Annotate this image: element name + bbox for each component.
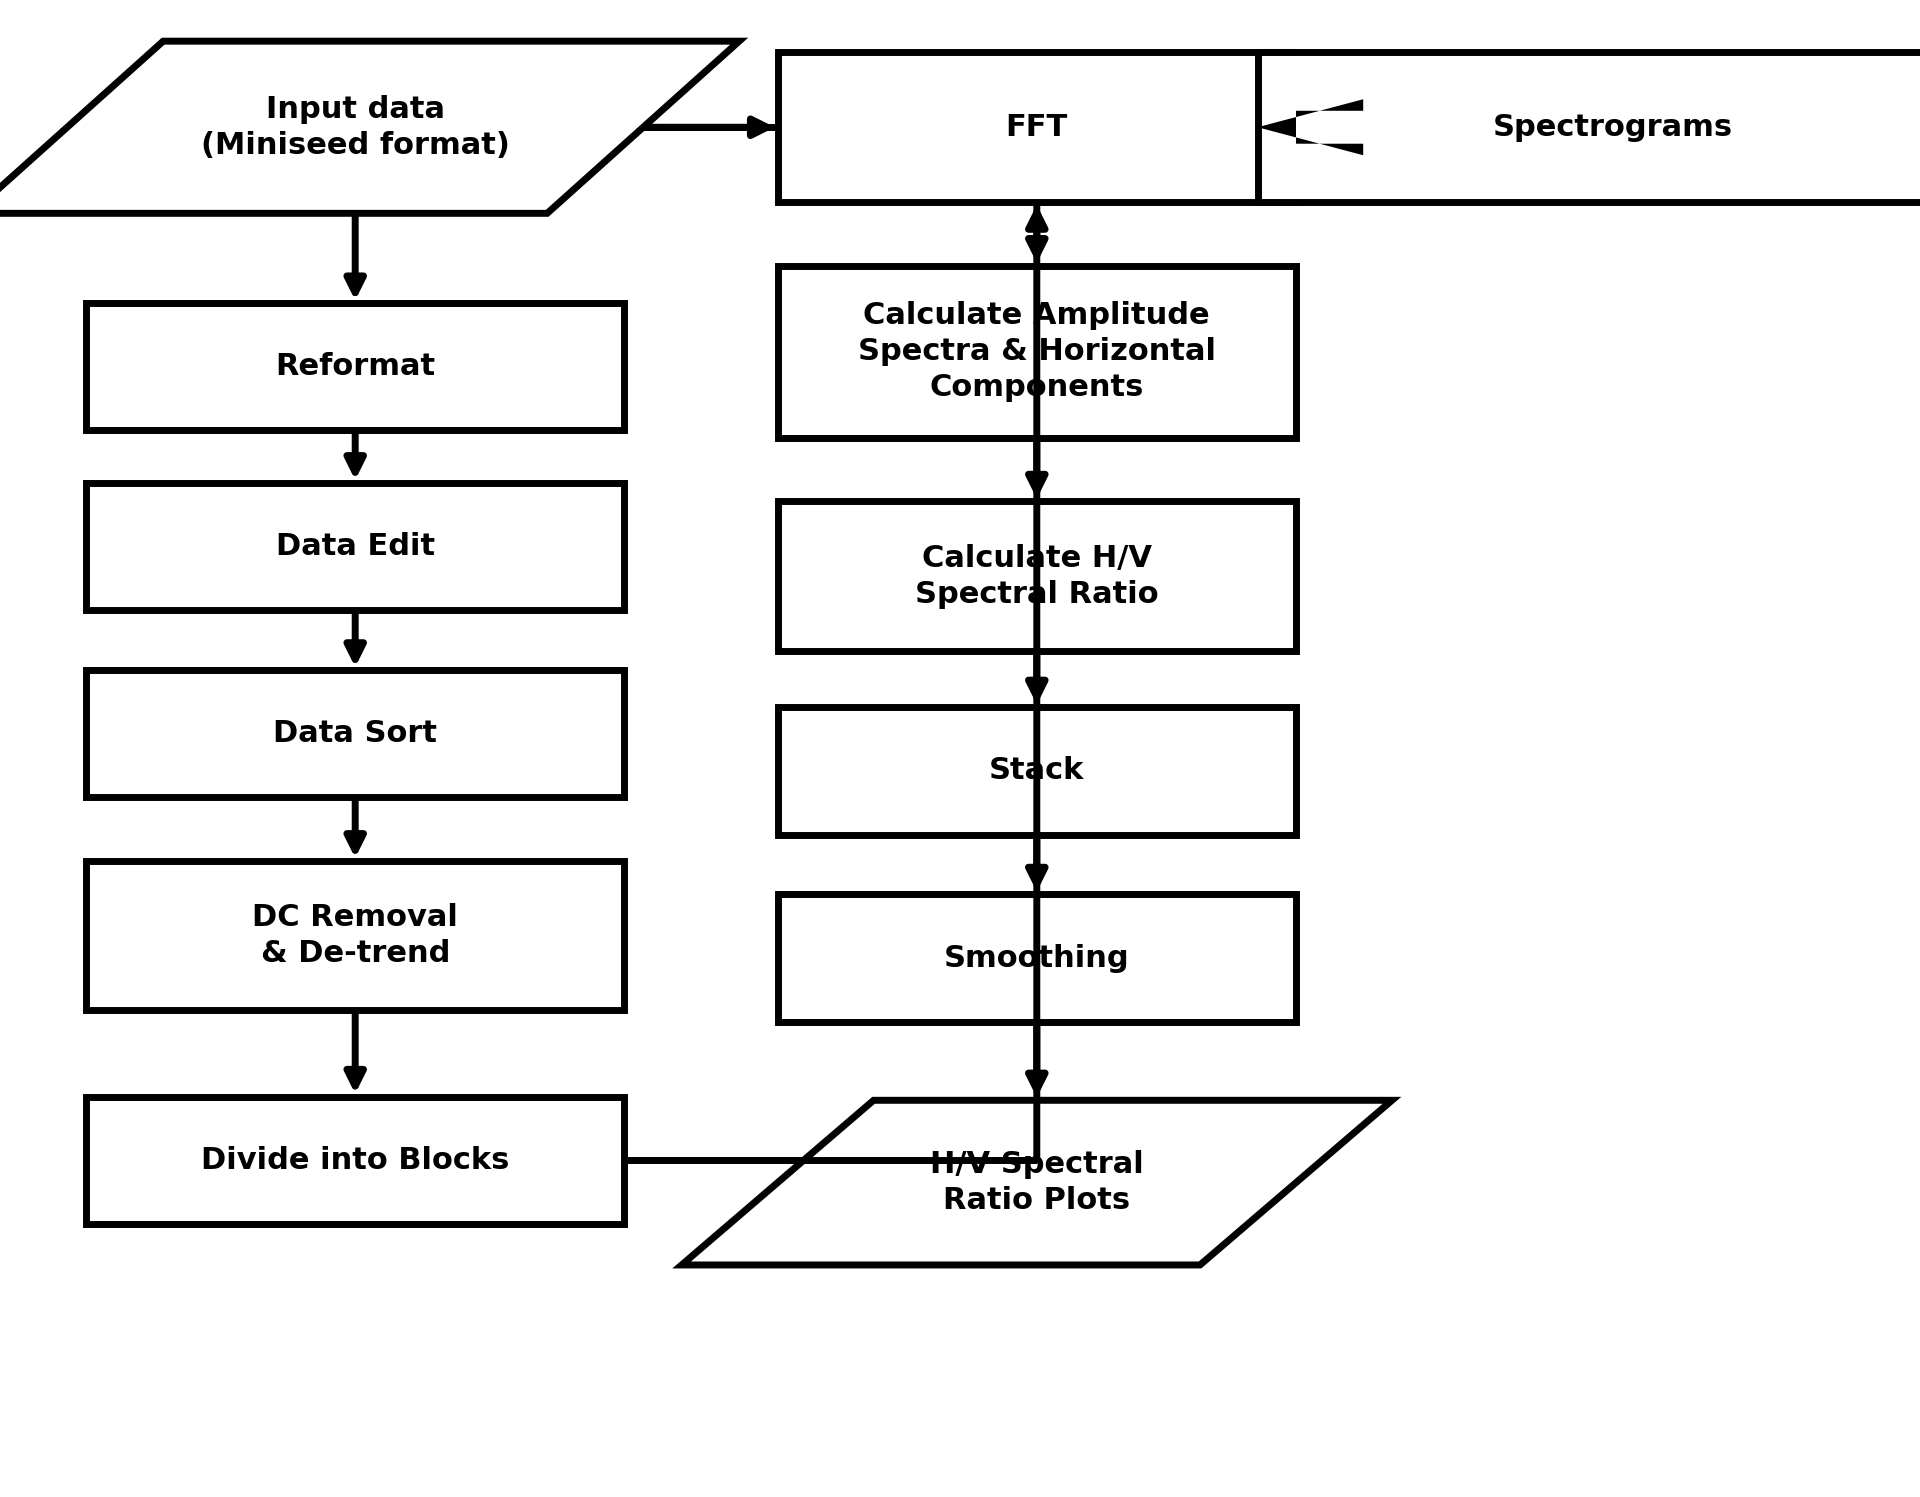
Text: FFT: FFT xyxy=(1006,112,1068,142)
Polygon shape xyxy=(1258,99,1363,156)
Bar xyxy=(86,861,624,1010)
Bar xyxy=(86,671,624,796)
Text: Reformat: Reformat xyxy=(275,352,436,382)
Bar xyxy=(778,894,1296,1021)
Text: Input data
(Miniseed format): Input data (Miniseed format) xyxy=(202,94,509,160)
Text: Smoothing: Smoothing xyxy=(945,943,1129,973)
Bar xyxy=(86,302,624,431)
Bar xyxy=(778,265,1296,437)
Bar xyxy=(778,52,1296,202)
Text: Data Sort: Data Sort xyxy=(273,719,438,748)
Bar xyxy=(778,501,1296,651)
Polygon shape xyxy=(682,1100,1392,1265)
Text: Data Edit: Data Edit xyxy=(276,531,434,561)
Polygon shape xyxy=(1258,52,1920,202)
Bar xyxy=(778,707,1296,834)
Bar xyxy=(86,482,624,609)
Bar xyxy=(86,1096,624,1225)
Text: Spectrograms: Spectrograms xyxy=(1492,112,1734,142)
Text: H/V Spectral
Ratio Plots: H/V Spectral Ratio Plots xyxy=(929,1150,1144,1216)
Text: Calculate Amplitude
Spectra & Horizontal
Components: Calculate Amplitude Spectra & Horizontal… xyxy=(858,301,1215,403)
Text: Divide into Blocks: Divide into Blocks xyxy=(202,1145,509,1175)
Polygon shape xyxy=(0,40,739,213)
Text: Stack: Stack xyxy=(989,756,1085,786)
Text: DC Removal
& De-trend: DC Removal & De-trend xyxy=(252,903,459,969)
Text: Calculate H/V
Spectral Ratio: Calculate H/V Spectral Ratio xyxy=(916,543,1158,609)
